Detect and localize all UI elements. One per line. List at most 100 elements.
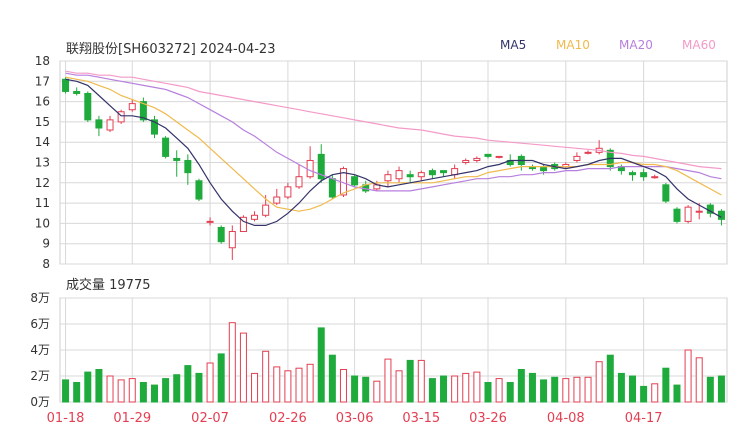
volume-bar-down: [173, 374, 181, 403]
volume-tick-label: 2万: [30, 369, 50, 383]
volume-bar-down: [528, 372, 536, 403]
volume-bar-down: [517, 369, 525, 403]
volume-bar-down: [540, 379, 548, 403]
candle-up: [306, 159, 314, 178]
price-tick-label: 12: [35, 176, 50, 190]
candle-down: [150, 119, 158, 135]
candle-up: [239, 216, 247, 233]
candle-up: [106, 119, 114, 131]
candle-up: [584, 151, 592, 154]
volume-bar-up: [206, 362, 214, 403]
volume-bar-down: [84, 371, 92, 403]
x-tick-label: 01-18: [47, 411, 85, 426]
candle-up: [573, 155, 581, 161]
candle-up: [295, 176, 303, 188]
candle-down: [673, 208, 681, 222]
volume-bar-up: [684, 349, 692, 403]
candle-up: [395, 170, 403, 180]
candle-up: [651, 176, 659, 179]
x-tick-label: 03-06: [336, 411, 374, 426]
volume-bar-down: [195, 372, 203, 403]
price-tick-label: 9: [42, 237, 50, 251]
candle-up: [251, 214, 259, 220]
volume-bar-down: [362, 376, 370, 403]
price-tick-label: 14: [35, 135, 50, 149]
volume-bar-down: [139, 382, 147, 403]
candle-up: [284, 186, 292, 198]
volume-bar-down: [62, 379, 70, 403]
volume-bar-down: [150, 384, 158, 403]
volume-tick-label: 6万: [30, 317, 50, 331]
volume-bar-up: [573, 376, 581, 403]
volume-bar-down: [440, 375, 448, 403]
volume-bar-down: [673, 384, 681, 403]
candle-up: [262, 204, 270, 216]
candle-up: [684, 206, 692, 222]
volume-bar-down: [428, 378, 436, 403]
candle-up: [495, 155, 503, 158]
volume-bar-up: [128, 378, 136, 403]
volume-tick-label: 4万: [30, 343, 50, 357]
volume-bar-up: [262, 350, 270, 403]
candle-down: [317, 153, 325, 180]
volume-bar-down: [217, 353, 225, 403]
candle-down: [73, 90, 81, 94]
candle-up: [206, 220, 214, 223]
volume-bar-down: [717, 375, 725, 403]
candle-down: [62, 78, 70, 92]
x-tick-label: 04-17: [625, 411, 663, 426]
candle-down: [662, 184, 670, 202]
volume-bar-up: [106, 375, 114, 403]
candle-up: [417, 172, 425, 178]
volume-bar-up: [473, 371, 481, 403]
volume-tick-label: 8万: [30, 291, 50, 305]
price-tick-label: 8: [42, 257, 50, 271]
volume-bar-down: [351, 375, 359, 403]
candle-up: [273, 196, 281, 204]
candle-down: [428, 170, 436, 176]
volume-bar-up: [295, 367, 303, 403]
volume-bar-down: [73, 382, 81, 403]
ma5-line: [65, 78, 722, 226]
candle-down: [195, 180, 203, 200]
x-tick-label: 02-26: [269, 411, 307, 426]
volume-bar-up: [651, 383, 659, 403]
candle-down: [95, 119, 103, 129]
volume-bar-down: [317, 327, 325, 403]
volume-bar-down: [551, 376, 559, 403]
candle-up: [462, 159, 470, 164]
ma60-line: [65, 70, 722, 170]
price-tick-label: 10: [35, 216, 50, 230]
candle-up: [117, 111, 125, 123]
volume-tick-label: 0万: [30, 395, 50, 409]
legend: MA60 MA20 MA10 MA5: [0, 38, 722, 54]
ma20-line: [65, 72, 722, 192]
candle-down: [162, 137, 170, 157]
price-tick-label: 13: [35, 156, 50, 170]
candle-down: [84, 92, 92, 121]
volume-bar-down: [662, 367, 670, 403]
price-tick-label: 11: [35, 196, 50, 210]
candle-down: [351, 176, 359, 186]
candle-down: [640, 172, 648, 178]
volume-bar-up: [417, 359, 425, 403]
volume-bar-up: [228, 322, 236, 403]
candle-up: [228, 231, 236, 249]
volume-bar-up: [117, 379, 125, 403]
candle-up: [695, 210, 703, 213]
price-tick-label: 17: [35, 74, 50, 88]
candle-down: [328, 178, 336, 198]
chart-title: 联翔股份[SH603272] 2024-04-23: [66, 42, 276, 57]
candle-up: [473, 157, 481, 161]
volume-bar-down: [617, 372, 625, 403]
volume-bar-down: [484, 382, 492, 403]
candle-down: [173, 157, 181, 161]
x-tick-label: 03-15: [402, 411, 440, 426]
volume-bar-up: [462, 372, 470, 403]
volume-bar-up: [562, 378, 570, 403]
volume-bar-down: [629, 375, 637, 403]
volume-bar-up: [339, 369, 347, 403]
legend-item-ma60: MA60: [682, 38, 716, 52]
volume-bar-up: [595, 361, 603, 403]
